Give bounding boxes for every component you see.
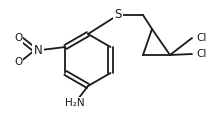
- Text: H₂N: H₂N: [65, 98, 85, 108]
- Text: S: S: [114, 9, 122, 21]
- Text: Cl: Cl: [196, 49, 206, 59]
- Text: N: N: [34, 44, 42, 56]
- Text: O: O: [14, 33, 22, 43]
- Text: Cl: Cl: [196, 33, 206, 43]
- Text: O: O: [14, 57, 22, 67]
